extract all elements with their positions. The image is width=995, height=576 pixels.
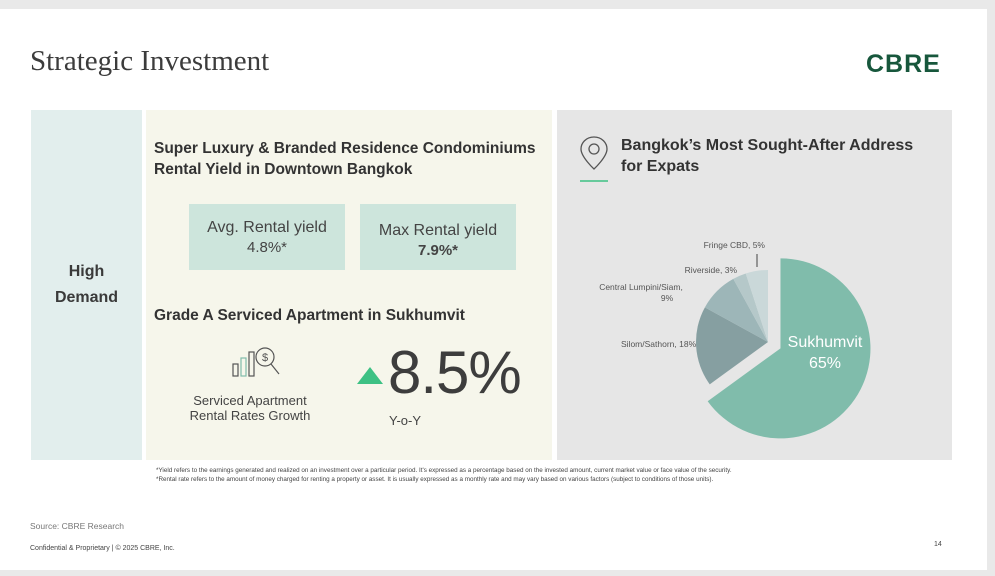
pie-label: Central Lumpini/Siam, 9%	[599, 282, 683, 303]
pie-slice-riverside	[733, 273, 768, 342]
address-heading-line1: Bangkok’s Most Sought-After Address	[621, 137, 914, 154]
pie-slice-fringe-cbd	[745, 270, 768, 342]
growth-label-line1: Serviced Apartment	[193, 393, 307, 408]
pie-label: Silom/Sathorn, 18%	[621, 339, 697, 349]
chart-money-icon: $	[232, 347, 280, 377]
address-heading-line2: for Expats	[621, 158, 700, 175]
pie-slice-sukhumvit	[707, 258, 871, 439]
page-number: 14	[934, 541, 942, 548]
svg-text:$: $	[262, 352, 268, 364]
growth-label: Serviced Apartment Rental Rates Growth	[166, 393, 334, 423]
pie-label-sukhumvit: Sukhumvit	[788, 334, 863, 351]
pie-label: Fringe CBD, 5%	[704, 240, 766, 250]
max-yield-box: Max Rental yield 7.9%*	[360, 204, 516, 270]
up-triangle-icon	[357, 367, 383, 384]
growth-label-line2: Rental Rates Growth	[189, 408, 311, 423]
condo-heading-line2: Rental Yield in Downtown Bangkok	[154, 161, 413, 178]
condo-heading-line1: Super Luxury & Branded Residence Condomi…	[154, 140, 536, 157]
page-title: Strategic Investment	[30, 45, 270, 77]
cbre-logo: CBRE	[866, 50, 941, 78]
condo-heading: Super Luxury & Branded Residence Condomi…	[154, 138, 536, 180]
pie-slice-silom-sathorn	[696, 307, 768, 385]
growth-value: 8.5%	[388, 339, 522, 406]
confidential-text: Confidential & Proprietary | © 2025 CBRE…	[30, 545, 175, 552]
max-yield-label: Max Rental yield	[378, 222, 498, 239]
high-demand-panel: High Demand	[31, 110, 142, 460]
source-text: Source: CBRE Research	[30, 521, 125, 531]
pie-slice-central-lumpini-siam	[704, 278, 768, 342]
footnotes: *Yield refers to the earnings generated …	[156, 466, 732, 484]
growth-period: Y-o-Y	[389, 413, 422, 428]
avg-yield-value: 4.8%*	[246, 239, 288, 256]
left-label-line1: High	[68, 263, 105, 280]
footnote-yield: *Yield refers to the earnings generated …	[156, 467, 732, 474]
rental-yield-panel: Super Luxury & Branded Residence Condomi…	[146, 110, 552, 460]
pie-label: Riverside, 3%	[685, 265, 738, 275]
max-yield-value: 7.9%*	[417, 242, 459, 259]
avg-yield-box: Avg. Rental yield 4.8%*	[189, 204, 345, 270]
pie-value-sukhumvit: 65%	[809, 355, 841, 372]
serviced-apartment-heading: Grade A Serviced Apartment in Sukhumvit	[154, 307, 465, 324]
address-panel: Bangkok’s Most Sought-After Address for …	[557, 110, 952, 460]
slide: Strategic Investment CBRE High Demand Sup…	[0, 9, 987, 570]
footnote-rental-rate: *Rental rate refers to the amount of mon…	[156, 476, 714, 483]
pie-chart: Sukhumvit 65% Silom/Sathorn, 18% Central Lu…	[599, 240, 871, 439]
address-heading: Bangkok’s Most Sought-After Address for …	[621, 135, 913, 177]
avg-yield-label: Avg. Rental yield	[207, 219, 327, 236]
left-label-line2: Demand	[54, 289, 119, 306]
location-pin-icon	[580, 136, 608, 182]
